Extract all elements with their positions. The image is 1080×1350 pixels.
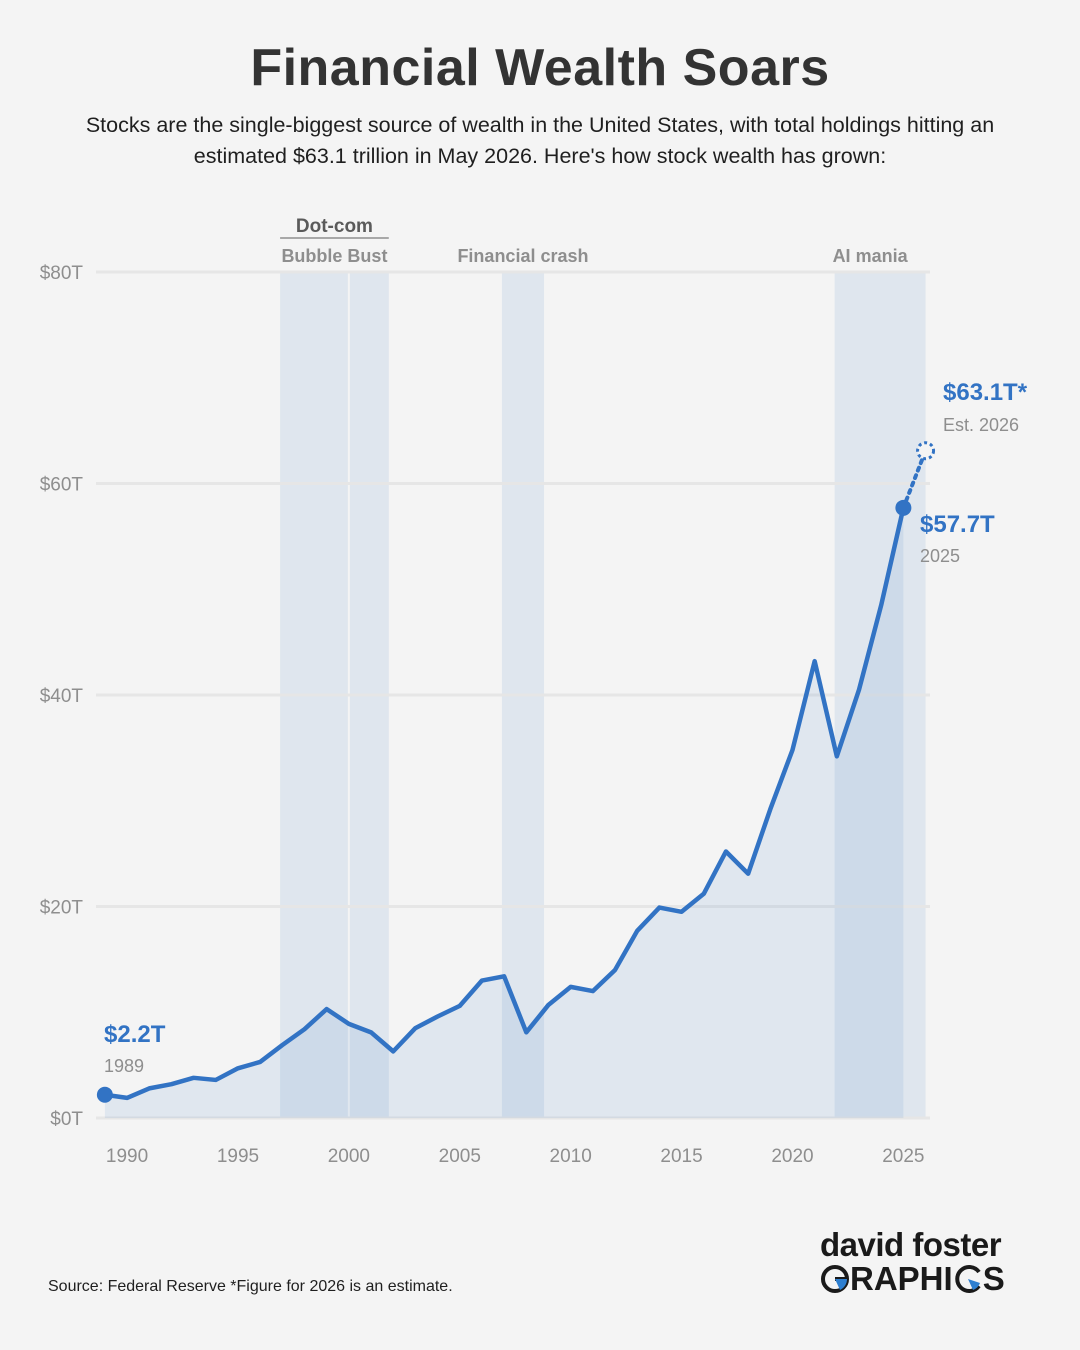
y-tick-label: $20T	[40, 898, 84, 919]
x-tick-label: 2020	[771, 1146, 813, 1167]
y-tick-label: $40T	[40, 686, 84, 707]
logo-g-icon	[821, 1265, 849, 1293]
x-tick-label: 2000	[328, 1146, 370, 1167]
brand-logo: david foster RAPHI S	[820, 1228, 1030, 1296]
band-label-dotcom-top: Dot-com	[296, 216, 373, 237]
logo-text-end: S	[982, 1260, 1005, 1297]
annotation-2025-year: 2025	[920, 546, 960, 566]
series-line-path	[102, 505, 906, 1101]
series-line	[96, 441, 936, 1103]
logo-text-top: david foster	[820, 1226, 1002, 1263]
data-point	[96, 1086, 113, 1103]
x-tick-label: 2015	[660, 1146, 702, 1167]
band-label-ai-mania: AI mania	[833, 246, 909, 266]
band-label-financial-crash: Financial crash	[457, 246, 588, 266]
annotation-start-value: $2.2T	[104, 1021, 166, 1048]
logo-c-icon	[955, 1265, 981, 1293]
annotation-2026-value: $63.1T*	[943, 379, 1028, 406]
y-tick-label: $60T	[40, 475, 84, 496]
x-tick-label: 2010	[550, 1146, 592, 1167]
y-tick-label: $80T	[40, 263, 84, 284]
area-path	[104, 507, 904, 1118]
area-fill	[104, 507, 904, 1118]
annotation-start-year: 1989	[104, 1056, 144, 1076]
x-tick-label: 1995	[217, 1146, 259, 1167]
source-note: Source: Federal Reserve *Figure for 2026…	[48, 1278, 453, 1295]
chart-title: Financial Wealth Soars	[250, 39, 830, 97]
x-tick-label: 1990	[106, 1146, 148, 1167]
x-tick-label: 2005	[439, 1146, 481, 1167]
annotation-2026-year: Est. 2026	[943, 415, 1019, 435]
gridlines: $0T $20T $40T $60T $80T 1990 1995 2000 2005 2010 2…	[40, 263, 930, 1167]
x-tick-label: 2025	[882, 1146, 924, 1167]
logo-text-bottom: RAPHI S	[820, 1262, 1030, 1296]
estimate-point	[916, 441, 936, 461]
logo-text-middle: RAPHI	[850, 1260, 953, 1297]
annotation-2025-value: $57.7T	[920, 511, 995, 538]
chart-subtitle: Stocks are the single-biggest source of …	[85, 113, 995, 168]
estimate-line	[901, 448, 928, 510]
y-tick-label: $0T	[50, 1109, 83, 1130]
chart-labels: Dot-com Bubble Bust Financial crash AI mani…	[104, 216, 1028, 1076]
band-label-dotcom: Bubble Bust	[281, 246, 387, 266]
